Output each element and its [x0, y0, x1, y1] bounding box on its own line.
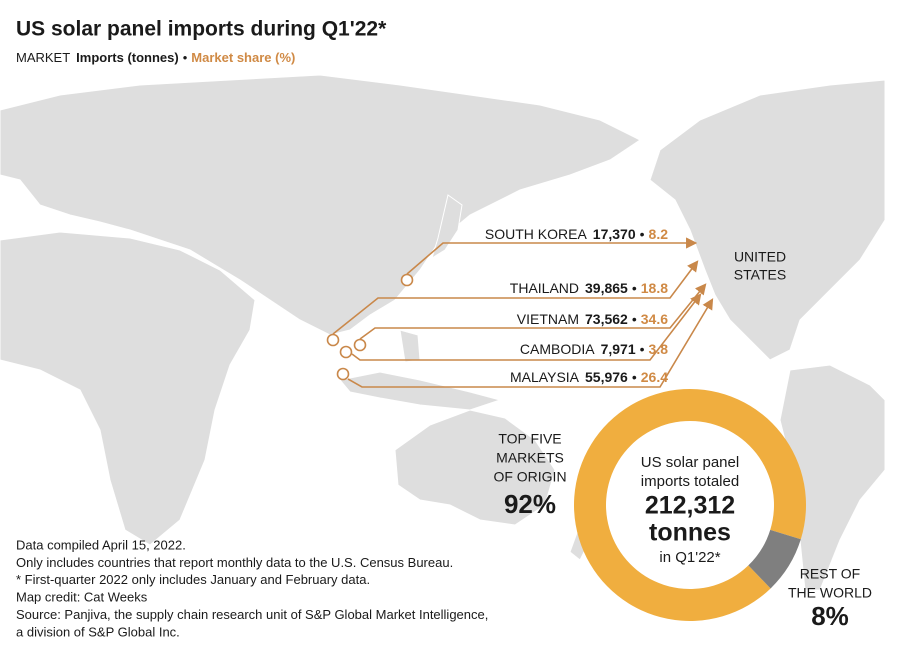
legend-imports: Imports (tonnes) — [76, 50, 179, 65]
market-imports: 73,562 — [585, 311, 628, 327]
market-share: 8.2 — [649, 226, 669, 242]
separator: • — [640, 341, 645, 357]
land-eurasia — [0, 74, 641, 336]
segment-label: OF ORIGIN — [493, 469, 566, 485]
world-map — [0, 74, 886, 591]
land-africa — [0, 231, 256, 546]
market-share: 26.4 — [641, 369, 668, 385]
donut-center-text: 212,312 — [645, 492, 735, 520]
separator: • — [183, 50, 188, 65]
trade-arrow — [347, 298, 714, 388]
labels: US solar panel imports during Q1'22* MARK… — [16, 18, 786, 385]
separator: • — [640, 226, 645, 242]
market-name: MALAYSIA — [510, 369, 580, 385]
donut-center-text: tonnes — [649, 519, 731, 547]
note: Data compiled April 15, 2022. — [16, 537, 186, 552]
segment-label: TOP FIVE — [498, 431, 561, 447]
market-name: CAMBODIA — [520, 341, 595, 357]
market-imports: 39,865 — [585, 280, 628, 296]
market-imports: 55,976 — [585, 369, 628, 385]
trade-arrows — [326, 237, 714, 388]
market-label: MALAYSIA 55,976 • 26.4 — [510, 369, 668, 385]
note: Source: Panjiva, the supply chain resear… — [16, 607, 488, 622]
separator: • — [632, 280, 637, 296]
market-name: SOUTH KOREA — [485, 226, 588, 242]
market-label: THAILAND 39,865 • 18.8 — [510, 280, 668, 296]
note: * First-quarter 2022 only includes Janua… — [16, 572, 370, 587]
market-label: SOUTH KOREA 17,370 • 8.2 — [485, 226, 668, 242]
market-name: VIETNAM — [517, 311, 579, 327]
land-philippines — [399, 329, 421, 363]
title: US solar panel imports during Q1'22* — [16, 18, 387, 41]
market-share: 34.6 — [641, 311, 668, 327]
origin-marker — [326, 333, 340, 347]
market-imports: 17,370 — [593, 226, 636, 242]
land-australia — [394, 409, 556, 526]
land-japan — [431, 194, 463, 260]
donut-center-text: in Q1'22* — [659, 549, 720, 566]
segment-label: THE WORLD — [788, 585, 872, 601]
separator: • — [632, 369, 637, 385]
segment-value-label: 8% — [811, 601, 849, 631]
note: a division of S&P Global Inc. — [16, 624, 180, 639]
legend-market: MARKET — [16, 50, 70, 65]
origin-marker — [353, 338, 367, 352]
subtitle: MARKET Imports (tonnes) • Market share (%) — [16, 50, 295, 65]
note: Map credit: Cat Weeks — [16, 590, 148, 605]
market-share: 18.8 — [641, 280, 668, 296]
destination-label: STATES — [734, 267, 786, 283]
legend-share: Market share (%) — [191, 50, 295, 65]
market-label: CAMBODIA 7,971 • 3.8 — [520, 341, 668, 357]
market-share: 3.8 — [649, 341, 669, 357]
origin-marker — [339, 345, 353, 359]
trade-arrow — [406, 237, 698, 275]
origin-marker — [336, 367, 350, 381]
segment-label: REST OF — [800, 566, 860, 582]
land-north-america — [649, 79, 886, 361]
destination-label: UNITED — [734, 249, 786, 265]
donut-center-text: imports totaled — [641, 473, 739, 490]
donut-segment — [748, 529, 801, 589]
market-imports: 7,971 — [601, 341, 636, 357]
segment-label: MARKETS — [496, 450, 564, 466]
donut-center-text: US solar panel — [641, 454, 739, 471]
market-label: VIETNAM 73,562 • 34.6 — [517, 311, 668, 327]
segment-value-label: 92% — [504, 489, 556, 519]
market-name: THAILAND — [510, 280, 579, 296]
separator: • — [632, 311, 637, 327]
note: Only includes countries that report mont… — [16, 555, 453, 570]
land-islands — [339, 371, 502, 411]
origin-marker — [400, 273, 414, 287]
trade-arrow — [359, 283, 707, 340]
trade-arrow — [332, 260, 699, 335]
trade-arrow — [351, 293, 702, 361]
